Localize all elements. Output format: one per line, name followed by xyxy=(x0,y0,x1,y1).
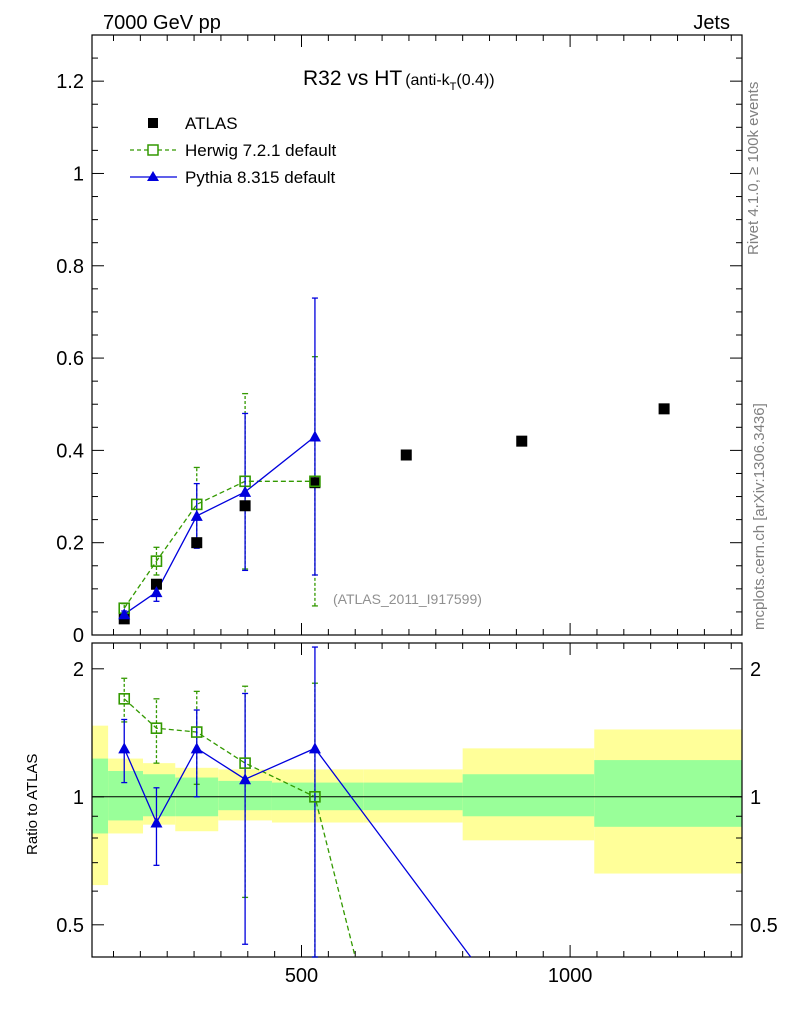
plot-title-paren-close: (0.4)) xyxy=(456,72,494,89)
header-left: 7000 GeV pp xyxy=(103,12,221,34)
ratio-y-axis-label: Ratio to ATLAS xyxy=(24,754,41,855)
ratio-y-tick-label-left: 2 xyxy=(73,659,84,681)
pythia-ratio-point xyxy=(118,742,131,754)
legend: ATLAS Herwig 7.2.1 default Pythia 8.315 … xyxy=(130,114,336,187)
ratio-y-tick-label-left: 0.5 xyxy=(56,915,84,937)
atlas-point xyxy=(400,449,412,461)
pythia-point xyxy=(190,509,203,521)
x-tick-label: 1000 xyxy=(548,965,593,987)
main-plot-data xyxy=(118,297,670,625)
pythia-point xyxy=(308,430,321,442)
band-inner-bin xyxy=(594,760,742,827)
main-y-tick-label: 0.4 xyxy=(56,440,84,462)
pythia-point xyxy=(150,586,163,598)
main-y-tick-label: 1 xyxy=(73,163,84,185)
atlas-point xyxy=(516,435,528,447)
main-plot-axes: 0 0.2 0.4 0.6 0.8 1 1.2 xyxy=(56,34,743,647)
plot-title-main: R32 vs HT xyxy=(303,67,402,90)
herwig-line xyxy=(123,480,315,609)
legend-marker-atlas xyxy=(148,118,158,128)
ratio-y-tick-label-left: 1 xyxy=(73,787,84,809)
herwig-ratio-point xyxy=(239,757,251,769)
header-right: Jets xyxy=(693,12,730,34)
plot-title-sub: T xyxy=(450,81,457,93)
main-y-tick-label: 0.8 xyxy=(56,256,84,278)
herwig-ratio-line xyxy=(123,698,356,958)
atlas-point xyxy=(150,578,162,590)
herwig-point xyxy=(190,498,203,511)
herwig-ratio-point xyxy=(309,791,321,803)
herwig-point xyxy=(150,555,163,567)
atlas-point xyxy=(191,537,203,549)
pythia-ratio-point xyxy=(308,742,321,754)
main-y-tick-label: 0.6 xyxy=(56,348,84,370)
ratio-plot-axes: 0.5 0.5 1 1 2 2 500 1000 xyxy=(56,642,778,987)
ratio-uncertainty-bands xyxy=(92,725,742,886)
pythia-point xyxy=(239,485,252,497)
legend-marker-pythia xyxy=(147,171,159,181)
ratio-plot-frame xyxy=(91,642,743,958)
herwig-ratio-point xyxy=(190,726,203,738)
main-y-tick-label: 1.2 xyxy=(56,71,84,93)
legend-marker-herwig xyxy=(147,144,159,156)
main-y-tick-label: 0.2 xyxy=(56,533,84,555)
atlas-point xyxy=(239,500,251,512)
plot-title-paren-open: (anti-k xyxy=(405,72,450,89)
plot-title: R32 vs HT (anti-kT(0.4)) xyxy=(303,67,495,93)
pythia-point xyxy=(118,608,131,620)
band-inner-bin xyxy=(143,774,176,817)
herwig-ratio-point xyxy=(118,693,131,705)
ratio-y-tick-label-right: 2 xyxy=(750,659,761,681)
atlas-point xyxy=(309,477,321,489)
ratio-plot-data xyxy=(118,646,472,958)
pythia-ratio-point xyxy=(190,742,203,754)
legend-label-pythia: Pythia 8.315 default xyxy=(185,168,336,187)
x-tick-label: 500 xyxy=(285,965,318,987)
legend-label-atlas: ATLAS xyxy=(185,114,238,133)
atlas-point xyxy=(658,403,670,415)
side-label-top: Rivet 4.1.0, ≥ 100k events xyxy=(745,82,762,255)
band-inner-bin xyxy=(462,774,595,817)
side-label-bottom: mcplots.cern.ch [arXiv:1306.3436] xyxy=(751,403,768,630)
legend-label-herwig: Herwig 7.2.1 default xyxy=(185,141,336,160)
herwig-ratio-point xyxy=(150,722,163,734)
pythia-ratio-line xyxy=(123,747,472,958)
herwig-point xyxy=(309,475,321,488)
ratio-y-tick-label-right: 1 xyxy=(750,787,761,809)
pythia-ratio-point xyxy=(239,773,252,785)
main-y-tick-label: 0 xyxy=(73,625,84,647)
analysis-watermark: (ATLAS_2011_I917599) xyxy=(333,591,482,607)
band-inner-bin xyxy=(92,758,109,834)
ratio-y-tick-label-right: 0.5 xyxy=(750,915,778,937)
pythia-ratio-point xyxy=(150,816,163,828)
